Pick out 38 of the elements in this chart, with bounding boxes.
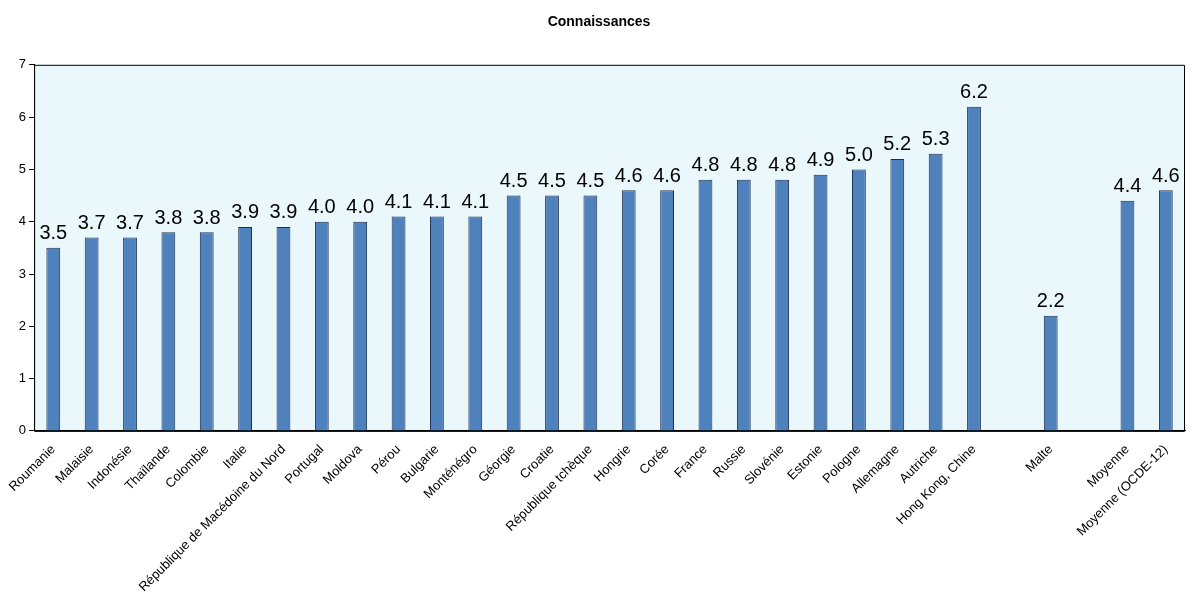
data-label: 3.9 — [269, 200, 298, 223]
data-label: 3.5 — [39, 221, 68, 244]
data-label: 4.1 — [384, 189, 413, 212]
y-tick-label: 6 — [18, 108, 27, 124]
data-label: 4.5 — [538, 169, 566, 192]
data-label: 4.8 — [768, 153, 797, 176]
data-label: 5.3 — [921, 127, 950, 150]
data-label: 4.6 — [653, 163, 681, 186]
data-label: 5.0 — [845, 142, 873, 165]
data-label: 4.6 — [1151, 163, 1180, 186]
x-tick-label: Italie — [219, 441, 250, 472]
data-label: 2.2 — [1036, 289, 1065, 312]
data-label: 4.8 — [691, 153, 720, 176]
data-label: 3.7 — [77, 210, 106, 233]
y-tick-label: 7 — [18, 56, 27, 72]
y-tick-label: 5 — [18, 160, 27, 176]
data-label: 3.8 — [192, 205, 221, 228]
data-label: 4.5 — [499, 169, 528, 192]
data-label: 4.1 — [423, 189, 451, 212]
data-label: 3.9 — [231, 200, 260, 223]
data-label: 3.7 — [116, 210, 144, 233]
data-label: 4.5 — [576, 169, 605, 192]
y-tick-label: 3 — [18, 265, 27, 281]
data-label: 4.1 — [461, 189, 490, 212]
y-tick-label: 2 — [18, 317, 27, 333]
chart-title: Connaissances — [547, 13, 651, 30]
data-label: 5.2 — [883, 132, 912, 155]
data-label: 4.6 — [614, 163, 643, 186]
data-label: 4.0 — [346, 195, 375, 218]
data-label: 6.2 — [960, 80, 988, 103]
y-tick-label: 4 — [18, 213, 27, 229]
y-tick-label: 0 — [18, 422, 27, 438]
data-label: 4.9 — [806, 148, 835, 171]
data-label: 4.4 — [1113, 174, 1142, 197]
data-label: 3.8 — [154, 205, 183, 228]
y-tick-label: 1 — [18, 370, 27, 386]
data-label: 4.8 — [729, 153, 758, 176]
data-label: 4.0 — [307, 195, 336, 218]
